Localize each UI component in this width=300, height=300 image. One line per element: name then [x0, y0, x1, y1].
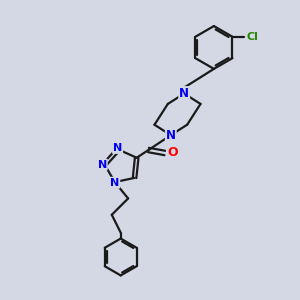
Text: O: O — [167, 146, 178, 160]
Text: N: N — [113, 143, 122, 153]
Text: Cl: Cl — [246, 32, 258, 42]
Text: N: N — [179, 87, 189, 100]
Text: N: N — [166, 129, 176, 142]
Text: N: N — [98, 160, 107, 170]
Text: N: N — [110, 178, 119, 188]
